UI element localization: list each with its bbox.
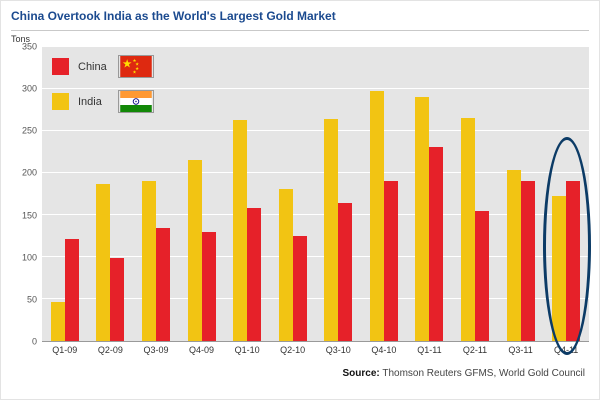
bar-group-q1-11: [407, 47, 453, 341]
bar-china-q2-11: [474, 210, 489, 341]
gridline: [42, 256, 589, 257]
gridline: [42, 130, 589, 131]
legend: China ★ ★ ★ ★ ★ India: [52, 55, 154, 125]
bar-india-q2-11: [460, 117, 475, 341]
x-tick-label: Q1-10: [234, 345, 260, 355]
chart-title: China Overtook India as the World's Larg…: [11, 9, 336, 23]
chart-area: 0 50 100 150 200 250 300 350 China ★ ★ ★ ★ ★: [11, 42, 591, 355]
x-axis: Q1-09 Q2-09 Q3-09 Q4-09 Q1-10 Q2-10 Q3-10 Q4-10…: [42, 342, 589, 355]
bar-india-q2-10: [278, 188, 293, 341]
bar-groups: [42, 47, 589, 341]
title-divider: [11, 30, 589, 31]
bar-india-q3-10: [324, 119, 339, 341]
legend-item-india: India: [52, 90, 154, 113]
bar-india-q3-09: [141, 180, 156, 341]
legend-label-india: India: [78, 95, 102, 108]
bar-china-q4-09: [201, 231, 216, 341]
x-tick-label: Q3-10: [325, 345, 351, 355]
x-tick-label: Q2-11: [462, 345, 488, 355]
bar-india-q1-10: [233, 120, 248, 341]
legend-label-china: China: [78, 60, 107, 73]
y-tick-label: 50: [26, 294, 37, 305]
bar-india-q2-09: [96, 183, 111, 341]
x-tick-label: Q1-11: [417, 345, 442, 355]
bar-india-q4-11: [552, 195, 567, 341]
y-tick-label: 350: [21, 41, 37, 52]
bar-group-q4-09: [179, 47, 225, 341]
bar-group-q1-09: [42, 47, 88, 341]
bar-china-q1-10: [247, 208, 262, 341]
gridline: [42, 298, 589, 299]
legend-item-china: China ★ ★ ★ ★ ★: [52, 55, 154, 78]
bar-china-q3-11: [520, 181, 535, 341]
bar-china-q3-09: [155, 228, 170, 341]
svg-text:★: ★: [133, 70, 137, 75]
source-note: Source: Thomson Reuters GFMS, World Gold…: [11, 368, 589, 379]
india-flag-icon: [118, 90, 154, 113]
gridline: [42, 214, 589, 215]
plot-area: China ★ ★ ★ ★ ★ India: [42, 46, 591, 355]
bar-group-q3-10: [315, 47, 361, 341]
y-tick-label: 250: [21, 125, 37, 136]
bar-china-q1-09: [64, 238, 79, 341]
bar-group-q2-09: [88, 47, 134, 341]
bar-china-q4-11: [566, 181, 581, 341]
y-tick-label: 300: [21, 83, 37, 94]
y-tick-label: 150: [21, 210, 37, 221]
x-tick-label: Q3-09: [143, 345, 169, 355]
source-label: Source:: [342, 368, 380, 379]
bar-group-q4-11: [543, 47, 589, 341]
y-tick-label: 100: [21, 252, 37, 263]
china-flag-icon: ★ ★ ★ ★ ★: [118, 55, 154, 78]
bar-china-q2-09: [110, 257, 125, 341]
source-text: Thomson Reuters GFMS, World Gold Council: [379, 368, 585, 379]
x-tick-label: Q2-09: [97, 345, 123, 355]
gridline: [42, 88, 589, 89]
bar-china-q3-10: [338, 203, 353, 341]
bar-india-q3-11: [506, 170, 521, 341]
bar-india-q4-09: [187, 159, 202, 341]
y-axis-unit-label: Tons: [11, 34, 31, 44]
bar-group-q3-09: [133, 47, 179, 341]
bar-india-q1-11: [415, 97, 430, 341]
x-tick-label: Q1-09: [52, 345, 78, 355]
bar-china-q2-10: [292, 236, 307, 341]
svg-text:★: ★: [122, 58, 132, 70]
x-tick-label: Q3-11: [508, 345, 533, 355]
svg-text:★: ★: [135, 62, 139, 67]
svg-text:★: ★: [135, 66, 139, 71]
y-axis: 0 50 100 150 200 250 300 350: [11, 42, 39, 346]
bar-group-q2-10: [270, 47, 316, 341]
x-tick-label: Q2-10: [280, 345, 306, 355]
x-tick-label: Q4-10: [371, 345, 397, 355]
gridline: [42, 172, 589, 173]
bar-china-q1-11: [429, 146, 444, 341]
india-swatch: [52, 93, 69, 110]
bar-china-q4-10: [383, 181, 398, 341]
x-tick-label: Q4-11: [553, 345, 579, 355]
bar-group-q4-10: [361, 47, 407, 341]
bar-group-q1-10: [224, 47, 270, 341]
china-swatch: [52, 58, 69, 75]
gridline: [42, 46, 589, 47]
svg-text:★: ★: [133, 58, 137, 63]
bar-india-q1-09: [50, 301, 65, 341]
bar-group-q2-11: [452, 47, 498, 341]
bar-india-q4-10: [369, 90, 384, 341]
y-tick-label: 200: [21, 167, 37, 178]
bar-group-q3-11: [498, 47, 544, 341]
y-tick-label: 0: [31, 336, 37, 347]
x-tick-label: Q4-09: [189, 345, 215, 355]
